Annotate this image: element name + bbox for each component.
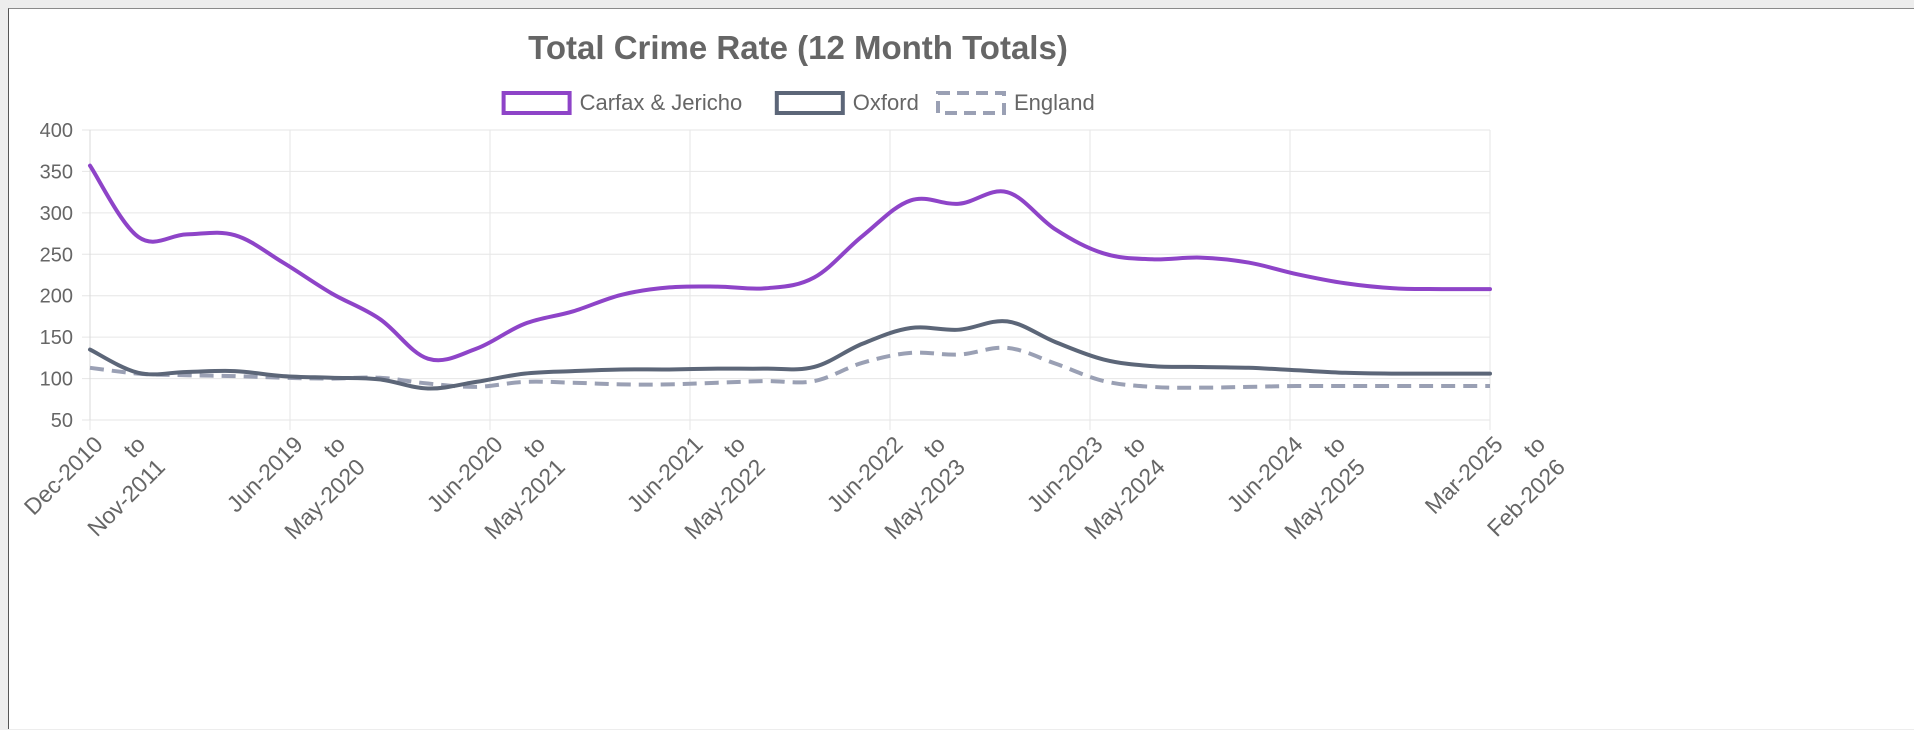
- y-tick-label: 300: [40, 203, 73, 225]
- y-tick-label: 250: [40, 244, 73, 266]
- series-line-carfax-jericho: [88, 163, 1492, 363]
- x-tick-line: Nov-2011: [82, 454, 170, 542]
- legend: Carfax & Jericho Oxford England: [501, 90, 1095, 115]
- x-tick-line: Jun-2019: [221, 431, 307, 517]
- x-tick-line: to: [1518, 431, 1550, 463]
- y-tick-label: 400: [40, 120, 73, 142]
- x-tick-line: to: [1118, 431, 1150, 463]
- x-tick-line: May-2021: [479, 454, 570, 545]
- legend-label: Carfax & Jericho: [580, 90, 743, 115]
- legend-swatch: [936, 91, 1006, 115]
- x-tick-line: Dec-2010: [19, 431, 108, 520]
- y-tick-label: 50: [51, 410, 73, 432]
- y-axis-ticks: 50 100 150 200 250 300 350 400: [40, 120, 73, 432]
- x-tick-line: to: [718, 431, 750, 463]
- x-tick-line: Jun-2022: [821, 431, 907, 517]
- x-tick-line: May-2024: [1079, 453, 1170, 544]
- x-tick-line: Jun-2020: [421, 431, 507, 517]
- x-tick-line: to: [1318, 431, 1350, 463]
- x-tick-line: Jun-2021: [621, 431, 707, 517]
- grid-lines: [82, 129, 1491, 430]
- series-line-england: [89, 345, 1490, 390]
- x-tick-line: May-2023: [879, 454, 970, 545]
- x-tick-line: May-2020: [279, 454, 370, 545]
- y-tick-label: 100: [40, 369, 73, 391]
- series-lines: [88, 163, 1492, 391]
- legend-swatch: [774, 91, 845, 115]
- x-tick-line: to: [118, 431, 150, 463]
- x-tick-line: to: [518, 431, 550, 463]
- legend-item[interactable]: England: [936, 90, 1095, 115]
- y-tick-label: 150: [40, 327, 73, 349]
- x-tick-line: to: [918, 431, 950, 463]
- x-tick-line: to: [318, 431, 350, 463]
- legend-item[interactable]: Oxford: [774, 90, 919, 115]
- legend-label: England: [1014, 90, 1095, 115]
- x-tick-line: Feb-2026: [1482, 454, 1570, 542]
- x-tick-line: May-2022: [679, 454, 770, 545]
- y-tick-label: 350: [40, 161, 73, 183]
- legend-label: Oxford: [853, 90, 919, 115]
- x-tick-line: Jun-2024: [1221, 431, 1307, 517]
- chart-title: Total Crime Rate (12 Month Totals): [528, 29, 1068, 66]
- x-tick-line: May-2025: [1279, 454, 1370, 545]
- y-tick-label: 200: [40, 286, 73, 308]
- series-line-oxford: [88, 319, 1492, 391]
- x-tick-line: Mar-2025: [1420, 431, 1508, 519]
- legend-swatch: [501, 91, 572, 115]
- x-tick-line: Jun-2023: [1021, 431, 1107, 517]
- chart-panel: Total Crime Rate (12 Month Totals) 50 100…: [8, 8, 1914, 729]
- line-chart: Total Crime Rate (12 Month Totals) 50 100…: [19, 29, 1570, 545]
- legend-item[interactable]: Carfax & Jericho: [501, 90, 743, 115]
